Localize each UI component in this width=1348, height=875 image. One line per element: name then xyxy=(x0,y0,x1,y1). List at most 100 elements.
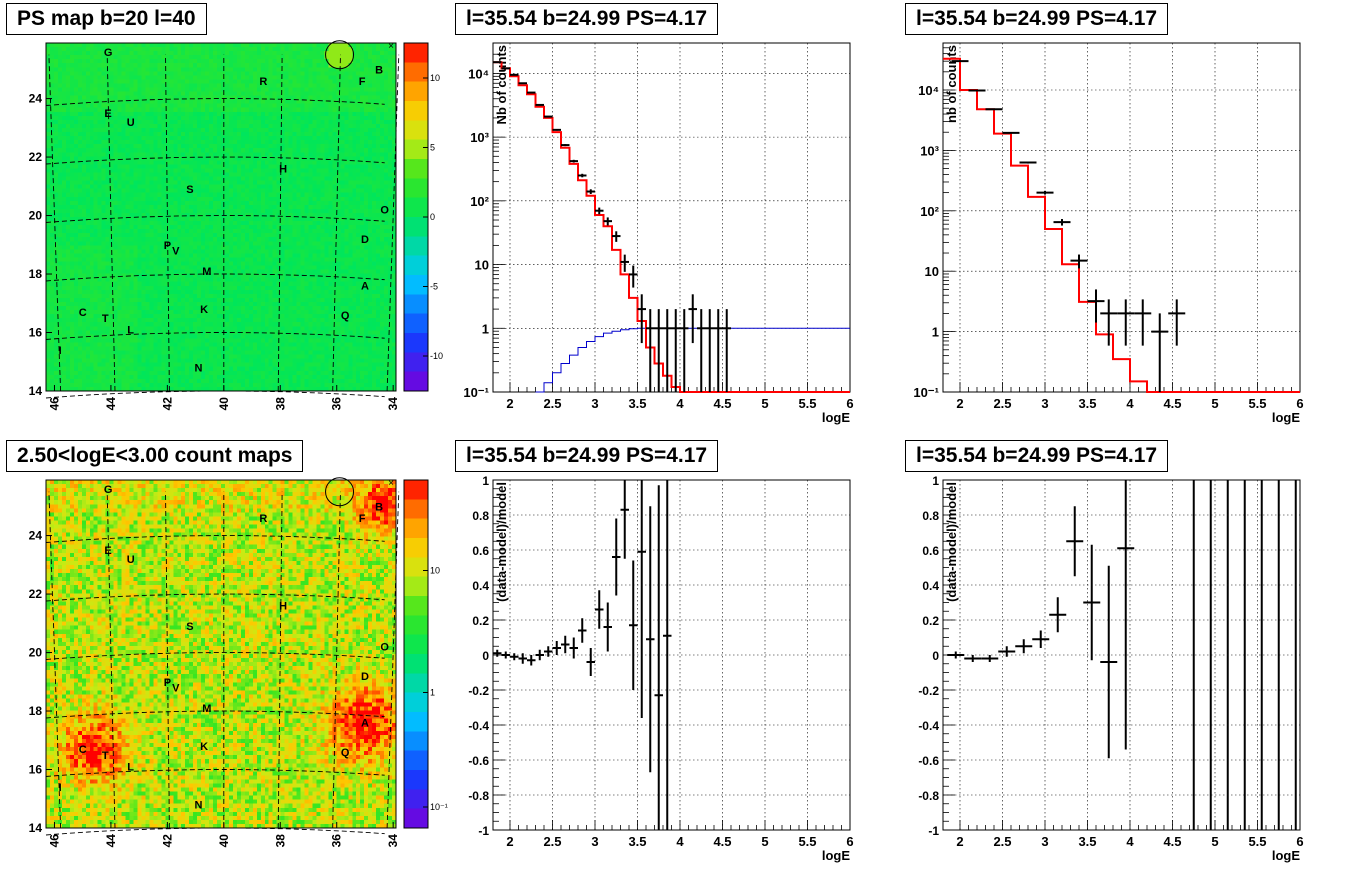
map-cell xyxy=(252,310,258,315)
map-cell xyxy=(244,192,250,198)
map-cell xyxy=(268,71,274,76)
map-cell xyxy=(181,192,186,198)
map-cell xyxy=(268,310,274,315)
map-cell xyxy=(117,140,122,145)
map-cell xyxy=(189,378,194,384)
map-cell xyxy=(153,212,158,218)
map-cell xyxy=(93,249,99,254)
map-cell xyxy=(141,87,146,92)
map-cell xyxy=(93,127,99,133)
map-cell xyxy=(53,289,59,295)
map-cell xyxy=(61,43,67,48)
map-cell xyxy=(240,382,246,388)
map-cell xyxy=(224,378,230,384)
map-cell xyxy=(113,358,118,363)
map-cell xyxy=(260,152,266,157)
map-cell xyxy=(169,91,174,96)
map-cell xyxy=(244,253,250,258)
map-cell xyxy=(169,152,174,157)
map-cell xyxy=(93,188,99,194)
map-cell xyxy=(173,107,178,113)
map-cell xyxy=(221,338,226,343)
map-cell xyxy=(73,358,79,363)
map-cell xyxy=(157,148,162,153)
map-cell xyxy=(228,91,234,96)
map-cell xyxy=(201,115,206,121)
map-cell xyxy=(224,47,230,52)
map-cell xyxy=(181,87,186,92)
map-cell xyxy=(73,277,79,283)
map-cell xyxy=(240,374,246,380)
map-cell xyxy=(189,63,194,68)
map-cell xyxy=(173,156,178,161)
map-cell xyxy=(228,346,234,351)
map-cell xyxy=(224,204,230,210)
map-cell xyxy=(93,184,99,189)
map-cell xyxy=(89,289,95,295)
map-cell xyxy=(217,277,222,283)
map-cell xyxy=(77,208,83,214)
map-cell xyxy=(73,107,79,113)
map-cell xyxy=(145,103,150,109)
map-cell xyxy=(105,253,110,258)
map-cell xyxy=(46,253,51,258)
map-cell xyxy=(117,306,122,311)
map-cell xyxy=(57,249,63,254)
map-cell xyxy=(256,265,262,270)
map-cell xyxy=(77,63,83,68)
map-cell xyxy=(252,318,258,323)
map-cell xyxy=(209,318,214,323)
map-cell xyxy=(109,277,114,283)
map-cell xyxy=(264,225,270,230)
map-cell xyxy=(153,111,158,117)
map-cell xyxy=(217,71,222,76)
map-cell xyxy=(93,55,99,60)
map-cell xyxy=(185,71,190,76)
map-cell xyxy=(97,326,102,331)
map-cell xyxy=(248,257,254,262)
map-cell xyxy=(256,233,262,238)
map-cell xyxy=(57,237,63,242)
map-cell xyxy=(61,180,67,185)
map-cell xyxy=(205,378,210,384)
map-cell xyxy=(197,59,202,64)
map-cell xyxy=(145,95,150,100)
map-cell xyxy=(73,168,79,173)
map-cell xyxy=(165,148,170,153)
map-cell xyxy=(177,374,182,380)
map-cell xyxy=(157,261,162,266)
map-cell xyxy=(248,119,254,125)
map-cell xyxy=(268,152,274,157)
map-cell xyxy=(113,83,118,88)
map-cell xyxy=(77,346,83,351)
map-cell xyxy=(93,67,99,72)
map-cell xyxy=(173,225,178,230)
map-cell xyxy=(228,326,234,331)
map-cell xyxy=(260,87,266,92)
map-cell xyxy=(228,99,234,104)
map-cell xyxy=(224,362,230,368)
map-cell xyxy=(69,221,75,226)
map-cell xyxy=(240,192,246,198)
map-cell xyxy=(49,111,55,117)
map-cell xyxy=(260,176,266,181)
map-cell xyxy=(161,200,166,206)
map-cell xyxy=(77,188,83,194)
map-cell xyxy=(221,184,226,189)
map-cell xyxy=(65,75,71,80)
map-cell xyxy=(185,217,190,222)
map-cell xyxy=(260,237,266,242)
map-cell xyxy=(197,136,202,141)
map-cell xyxy=(97,314,102,319)
map-cell xyxy=(89,301,95,307)
map-cell xyxy=(193,87,198,92)
map-cell xyxy=(109,59,114,64)
map-cell xyxy=(165,293,170,299)
map-cell xyxy=(113,350,118,355)
map-cell xyxy=(209,115,214,121)
map-cell xyxy=(248,176,254,181)
map-cell xyxy=(232,225,238,230)
map-cell xyxy=(244,273,250,278)
map-cell xyxy=(224,306,230,311)
map-cell xyxy=(272,119,277,125)
